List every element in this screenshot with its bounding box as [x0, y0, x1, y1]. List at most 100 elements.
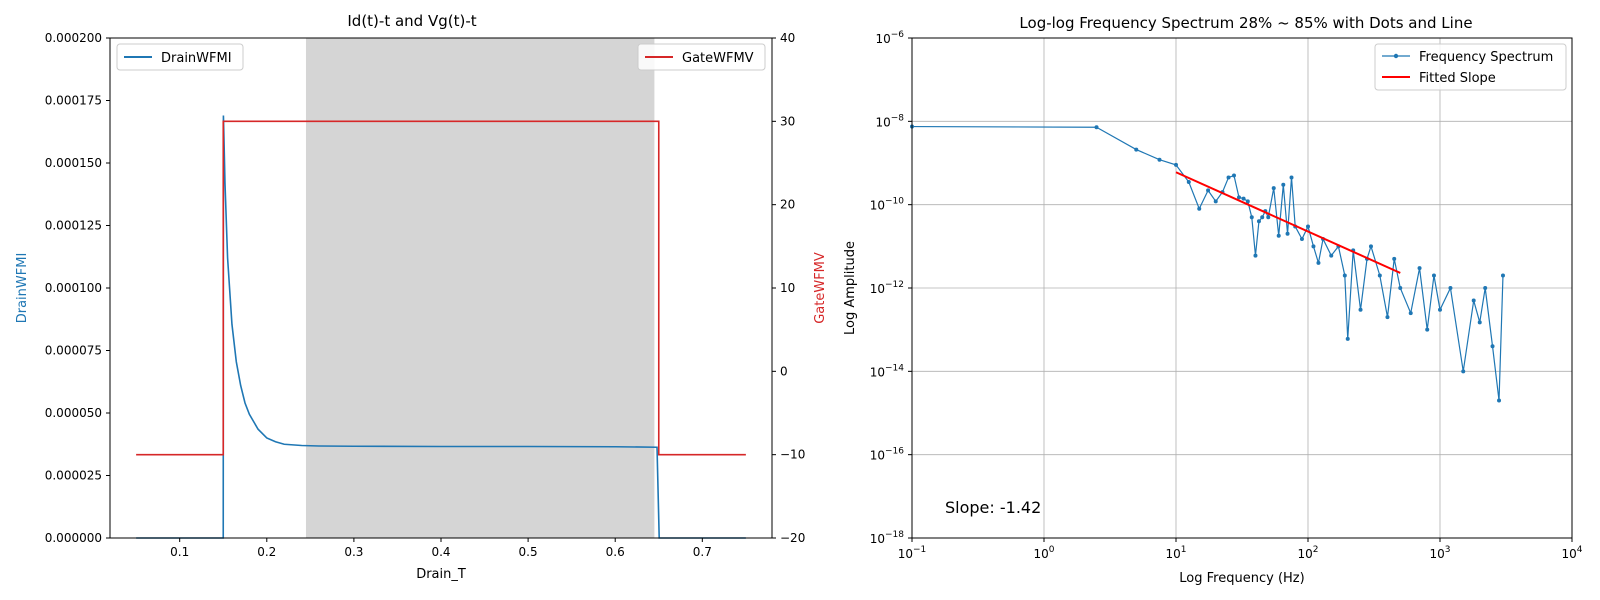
spectrum-point — [1271, 186, 1276, 191]
spectrum-point — [1157, 157, 1162, 162]
y-tick-label: 0.000025 — [45, 469, 102, 483]
spectrum-point — [1471, 298, 1476, 303]
legend-gatewfmv-label: GateWFMV — [682, 51, 754, 66]
x-tick-label: 0.5 — [519, 545, 538, 559]
spectrum-point — [1345, 336, 1350, 341]
left-y2-ticks: −20 −10 0 10 20 30 40 — [772, 31, 805, 545]
shaded-region — [305, 38, 655, 538]
spectrum-point — [1206, 188, 1211, 193]
spectrum-point — [1256, 219, 1261, 224]
y2-tick-label: 0 — [780, 364, 788, 378]
spectrum-point — [1358, 307, 1363, 312]
spectrum-point — [1392, 256, 1397, 261]
y-tick-label: 0.000100 — [45, 281, 102, 295]
spectrum-point — [1385, 315, 1390, 320]
left-plot-lines — [136, 115, 746, 539]
right-plot-lines — [910, 124, 1505, 403]
left-y2-axis-label: GateWFMV — [813, 252, 828, 324]
right-x-axis-label: Log Frequency (Hz) — [1179, 571, 1304, 586]
series-line-gatewfmv — [136, 120, 746, 456]
y-tick-label: 0.000000 — [45, 531, 102, 545]
spectrum-point — [1299, 237, 1304, 241]
spectrum-point — [1094, 125, 1099, 130]
spectrum-point — [1241, 196, 1246, 201]
legend-drainwfmi-label: DrainWFMI — [161, 51, 232, 66]
left-chart: Id(t)-t and Vg(t)-t 0.1 0.2 0.3 0.4 0.5 0.6 0.… — [15, 12, 828, 582]
legend-gatewfmv: GateWFMV — [637, 43, 766, 71]
y2-tick-label: −10 — [780, 448, 805, 462]
slope-annotation: Slope: -1.42 — [945, 498, 1041, 517]
spectrum-point — [1213, 199, 1218, 204]
spectrum-point — [1197, 206, 1202, 211]
y2-tick-label: 20 — [780, 198, 795, 212]
right-chart-title: Log-log Frequency Spectrum 28% ~ 85% wit… — [1019, 14, 1472, 32]
spectrum-point — [1186, 180, 1191, 184]
spectrum-point — [1483, 286, 1488, 290]
y2-tick-label: −20 — [780, 531, 805, 545]
fitted-slope-line — [1175, 171, 1401, 274]
spectrum-point — [1245, 199, 1250, 204]
x-tick-label: 0.4 — [431, 545, 450, 559]
spectrum-point — [1289, 175, 1294, 180]
x-tick-label: 0.1 — [170, 545, 189, 559]
spectrum-point — [1408, 311, 1413, 316]
spectrum-point — [1438, 307, 1442, 312]
spectrum-point — [1425, 327, 1430, 332]
spectrum-point — [1174, 162, 1178, 167]
spectrum-point — [1490, 344, 1495, 349]
spectrum-point — [1253, 253, 1258, 258]
spectrum-point — [1285, 231, 1290, 236]
legend-frequency-spectrum-label: Frequency Spectrum — [1419, 50, 1553, 65]
y-tick-label: 0.000175 — [45, 94, 102, 108]
y-tick-label: 0.000150 — [45, 156, 102, 170]
x-tick-label: 0.7 — [693, 545, 712, 559]
spectrum-point — [1431, 273, 1436, 278]
spectrum-point — [1311, 244, 1316, 249]
spectrum-point — [1461, 369, 1466, 374]
y-tick-label: 0.000050 — [45, 406, 102, 420]
left-chart-title: Id(t)-t and Vg(t)-t — [347, 12, 476, 30]
x-tick-label: 0.3 — [344, 545, 363, 559]
spectrum-point — [1342, 273, 1347, 278]
y-tick-label: 0.000125 — [45, 219, 102, 233]
spectrum-point — [1266, 215, 1271, 220]
spectrum-point — [1281, 182, 1286, 187]
spectrum-point — [1500, 273, 1505, 278]
spectrum-point — [1249, 215, 1254, 220]
left-x-axis-label: Drain_T — [416, 567, 466, 582]
spectrum-point — [1377, 273, 1382, 278]
left-x-ticks: 0.1 0.2 0.3 0.4 0.5 0.6 0.7 — [170, 538, 712, 559]
series-line-drainwfmi — [136, 115, 746, 539]
spectrum-point — [1368, 244, 1373, 249]
spectrum-point — [1306, 224, 1310, 229]
right-y-axis-label: Log Amplitude — [843, 241, 858, 335]
right-legend: Frequency Spectrum Fitted Slope — [1374, 43, 1567, 91]
spectrum-point — [1134, 147, 1139, 152]
spectrum-point — [1226, 175, 1231, 180]
left-y-ticks: 0.000000 0.000025 0.000050 0.000075 0.000100… — [45, 31, 110, 545]
spectrum-point — [1231, 173, 1236, 178]
spectrum-point — [1398, 286, 1403, 290]
y2-tick-label: 10 — [780, 281, 795, 295]
spectrum-point — [1448, 286, 1453, 290]
spectrum-point — [1260, 215, 1265, 220]
y-tick-label: 0.000075 — [45, 344, 102, 358]
y2-tick-label: 40 — [780, 31, 795, 45]
spectrum-point — [1497, 398, 1502, 403]
legend-frequency-spectrum-marker — [1393, 53, 1399, 59]
left-y-axis-label: DrainWFMI — [15, 253, 30, 324]
spectrum-point — [1316, 260, 1321, 265]
x-tick-label: 0.6 — [606, 545, 625, 559]
spectrum-point — [1477, 320, 1482, 325]
legend-drainwfmi: DrainWFMI — [116, 43, 244, 71]
y2-tick-label: 30 — [780, 114, 795, 128]
spectrum-point — [1329, 253, 1334, 258]
legend-fitted-slope-label: Fitted Slope — [1419, 71, 1496, 86]
spectrum-point — [1417, 266, 1422, 271]
x-tick-label: 0.2 — [257, 545, 276, 559]
spectrum-point — [1276, 233, 1281, 238]
spectrum-point — [1236, 195, 1241, 200]
y-tick-label: 0.000200 — [45, 31, 102, 45]
